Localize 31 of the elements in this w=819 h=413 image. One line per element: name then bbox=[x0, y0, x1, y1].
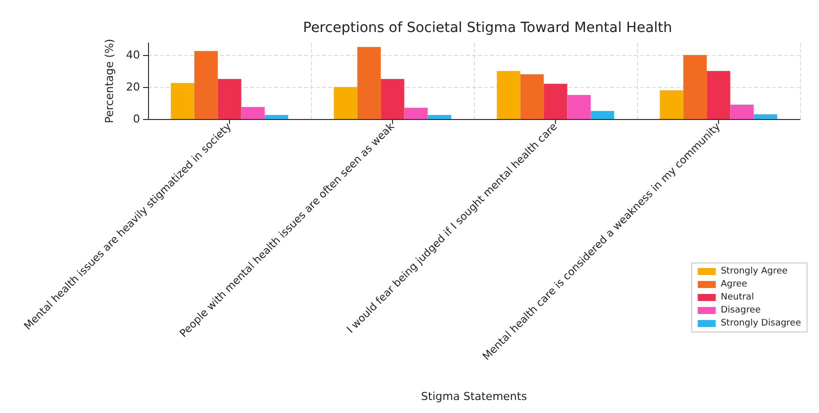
bar bbox=[544, 84, 568, 119]
bar bbox=[357, 47, 381, 119]
bar bbox=[520, 74, 544, 119]
bar bbox=[241, 107, 265, 119]
legend-label: Disagree bbox=[720, 306, 762, 316]
bar bbox=[218, 79, 242, 119]
bar bbox=[660, 90, 684, 119]
bar bbox=[706, 71, 730, 119]
bar bbox=[567, 95, 591, 119]
bar bbox=[380, 79, 404, 119]
y-tick-label: 20 bbox=[126, 80, 140, 94]
bar bbox=[194, 51, 218, 119]
bar bbox=[170, 83, 194, 119]
bar bbox=[264, 115, 288, 119]
legend-label: Strongly Disagree bbox=[720, 318, 802, 328]
y-tick-label: 40 bbox=[126, 48, 140, 62]
bar bbox=[590, 111, 614, 119]
legend-label: Agree bbox=[720, 280, 748, 290]
bar bbox=[404, 108, 428, 119]
chart-title: Perceptions of Societal Stigma Toward Mental Health bbox=[303, 20, 672, 36]
bar bbox=[496, 71, 520, 119]
bar bbox=[334, 87, 358, 119]
bar bbox=[730, 104, 754, 119]
y-axis-title: Percentage (%) bbox=[103, 38, 116, 124]
bar bbox=[428, 115, 452, 119]
bar bbox=[683, 55, 707, 119]
bar bbox=[754, 114, 778, 119]
x-axis-title: Stigma Statements bbox=[421, 390, 528, 403]
y-tick-label: 0 bbox=[133, 112, 140, 126]
legend-label: Neutral bbox=[720, 292, 754, 302]
legend-label: Strongly Agree bbox=[720, 266, 788, 276]
